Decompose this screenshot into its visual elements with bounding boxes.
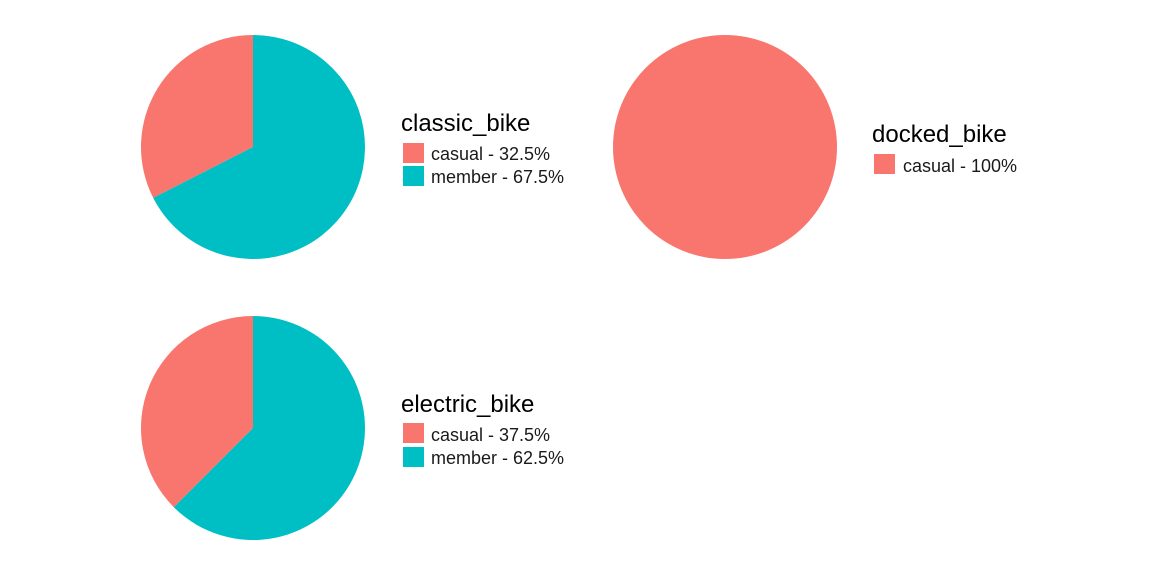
pie-classic-bike (141, 35, 366, 260)
legend-key-member (403, 166, 424, 186)
legend-title: electric_bike (401, 391, 534, 418)
legend-title: classic_bike (401, 110, 530, 137)
legend-key-member (403, 447, 424, 467)
legend-title: docked_bike (872, 121, 1007, 148)
legend-docked-bike: docked_bike casual - 100% (872, 121, 1017, 176)
legend-label-member: member - 67.5% (431, 167, 564, 187)
pie-slice-member (153, 35, 366, 260)
legend-label-casual: casual - 37.5% (431, 425, 550, 445)
pie-panel-docked-bike: docked_bike casual - 100% (613, 35, 1017, 259)
pie-slice-casual (141, 316, 253, 508)
legend-label-casual: casual - 100% (903, 156, 1017, 176)
pie-slice-casual (613, 35, 837, 259)
legend-label-casual: casual - 32.5% (431, 144, 550, 164)
legend-classic-bike: classic_bike casual - 32.5% member - 67.… (401, 110, 564, 187)
pie-slice-member (173, 316, 365, 540)
pie-electric-bike (141, 316, 365, 540)
legend-key-casual (403, 423, 424, 443)
pie-docked-bike (613, 35, 837, 259)
pie-slice-casual (141, 35, 253, 198)
legend-key-casual (874, 154, 895, 174)
pie-panel-classic-bike: classic_bike casual - 32.5% member - 67.… (141, 35, 564, 260)
legend-key-casual (403, 143, 424, 163)
pie-panel-electric-bike: electric_bike casual - 37.5% member - 62… (141, 316, 564, 540)
legend-label-member: member - 62.5% (431, 448, 564, 468)
legend-electric-bike: electric_bike casual - 37.5% member - 62… (401, 391, 564, 468)
